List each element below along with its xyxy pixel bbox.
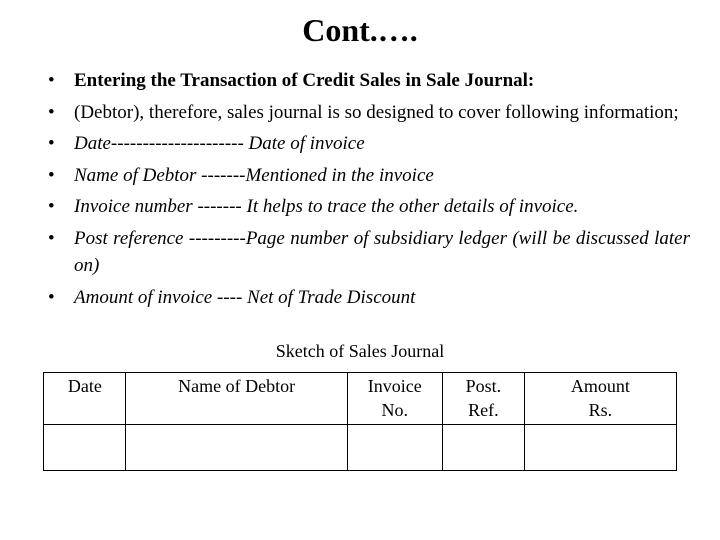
sales-journal-table: Date Name of Debtor Invoice No. Post. Re… <box>43 372 677 471</box>
table-cell <box>442 425 524 471</box>
bullet-list: Entering the Transaction of Credit Sales… <box>30 67 690 311</box>
header-line: Ref. <box>468 400 499 420</box>
header-line: Invoice <box>368 376 422 396</box>
col-header-post: Post. Ref. <box>442 373 524 425</box>
list-item: Amount of invoice ---- Net of Trade Disc… <box>48 284 690 312</box>
table-cell <box>524 425 676 471</box>
table-cell <box>44 425 126 471</box>
header-line: Date <box>68 376 102 396</box>
list-item: Date--------------------- Date of invoic… <box>48 130 690 158</box>
bullet-text: Amount of invoice ---- Net of Trade Disc… <box>74 287 415 308</box>
table-cell <box>347 425 442 471</box>
header-line: Post. <box>466 376 502 396</box>
page-title: Cont.…. <box>30 12 690 49</box>
header-line: Name of Debtor <box>178 376 295 396</box>
list-item: Name of Debtor -------Mentioned in the i… <box>48 162 690 190</box>
header-line: Amount <box>571 376 630 396</box>
list-item: (Debtor), therefore, sales journal is so… <box>48 99 690 127</box>
col-header-date: Date <box>44 373 126 425</box>
bullet-text: Date--------------------- Date of invoic… <box>74 133 365 154</box>
list-item: Invoice number ------- It helps to trace… <box>48 193 690 221</box>
bullet-text: Name of Debtor -------Mentioned in the i… <box>74 165 434 186</box>
bullet-text: Invoice number ------- It helps to trace… <box>74 196 578 217</box>
table-cell <box>126 425 347 471</box>
bullet-text: (Debtor), therefore, sales journal is so… <box>74 102 679 123</box>
table-header-row: Date Name of Debtor Invoice No. Post. Re… <box>44 373 677 425</box>
col-header-amount: Amount Rs. <box>524 373 676 425</box>
table-row <box>44 425 677 471</box>
header-line: No. <box>382 400 409 420</box>
bullet-text: Entering the Transaction of Credit Sales… <box>74 70 534 91</box>
table-caption: Sketch of Sales Journal <box>30 341 690 362</box>
list-item: Post reference ---------Page number of s… <box>48 225 690 280</box>
col-header-debtor: Name of Debtor <box>126 373 347 425</box>
header-line: Rs. <box>589 400 613 420</box>
list-item: Entering the Transaction of Credit Sales… <box>48 67 690 95</box>
col-header-invoice: Invoice No. <box>347 373 442 425</box>
bullet-text: Post reference ---------Page number of s… <box>74 228 690 277</box>
